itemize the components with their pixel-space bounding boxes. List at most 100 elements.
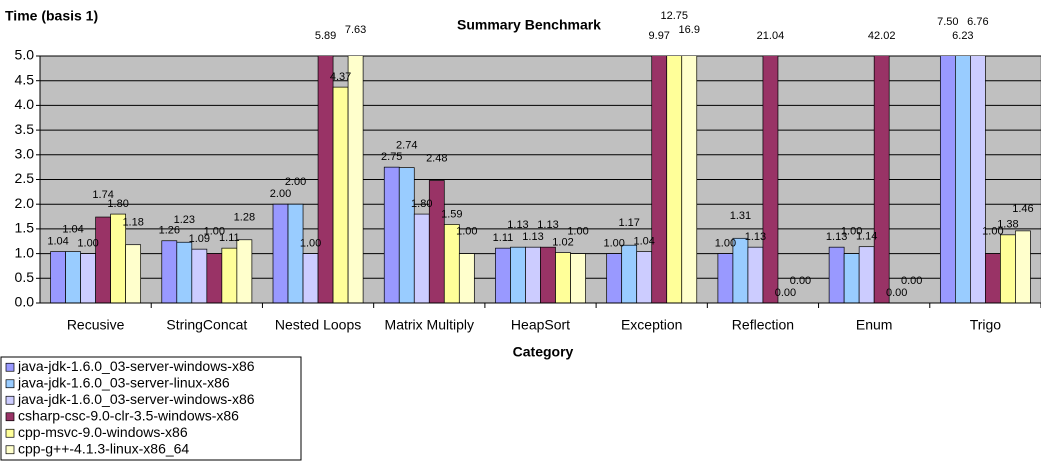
value-label: 1.74 — [92, 189, 113, 201]
value-label: 1.31 — [730, 210, 751, 222]
value-label: 0.00 — [886, 287, 907, 299]
bar — [398, 167, 415, 303]
value-label: 1.26 — [159, 225, 180, 237]
value-label: 2.00 — [270, 188, 291, 200]
legend-swatch — [5, 395, 15, 405]
bar — [873, 56, 890, 303]
y-tick-label: 2.5 — [15, 170, 35, 186]
x-tick-label: Reflection — [732, 317, 794, 333]
y-axis-title: Time (basis 1) — [5, 8, 98, 24]
legend-label: java-jdk-1.6.0_03-server-linux-x86 — [17, 374, 230, 390]
bar — [332, 86, 349, 303]
legend-label: cpp-g++-4.1.3-linux-x86_64 — [18, 440, 189, 456]
bar — [828, 246, 845, 303]
value-label: 4.37 — [330, 71, 351, 83]
bar — [570, 253, 586, 303]
value-label: 1.09 — [189, 233, 210, 245]
value-label: 1.11 — [493, 232, 514, 244]
bar — [272, 203, 289, 303]
legend-swatch — [5, 412, 15, 422]
x-tick-label: Nested Loops — [275, 317, 361, 333]
value-label: 2.75 — [381, 151, 402, 163]
legend-swatch — [5, 428, 15, 438]
y-tick-label: 0.0 — [15, 294, 35, 310]
legend-swatch — [5, 379, 15, 389]
value-label: 5.89 — [315, 30, 336, 42]
value-label: 2.74 — [396, 140, 417, 152]
x-tick-label: Trigo — [970, 317, 1002, 333]
value-label: 1.02 — [552, 237, 573, 249]
bar — [236, 239, 253, 303]
value-label: 1.04 — [634, 236, 655, 248]
value-label: 1.13 — [522, 231, 543, 243]
bar — [1015, 230, 1031, 303]
value-label: 1.38 — [997, 219, 1018, 231]
bar — [495, 247, 511, 303]
value-label: 1.13 — [507, 219, 528, 231]
value-label: 1.04 — [62, 224, 83, 236]
value-label: 1.00 — [841, 226, 862, 238]
legend-label: java-jdk-1.6.0_03-server-windows-x86 — [17, 358, 255, 374]
legend-box — [0, 356, 302, 461]
value-label: 1.80 — [411, 198, 432, 210]
x-tick-label: Recusive — [67, 317, 125, 333]
value-label: 0.00 — [790, 275, 811, 287]
bar — [636, 251, 653, 303]
value-label: 1.13 — [537, 219, 558, 231]
bar — [413, 213, 430, 303]
bar — [666, 56, 683, 303]
bar — [302, 253, 319, 303]
bar — [651, 56, 668, 303]
value-label: 42.02 — [868, 30, 896, 42]
bar — [510, 246, 526, 303]
value-label: 0.00 — [901, 275, 922, 287]
bar — [50, 251, 66, 303]
value-label: 9.97 — [649, 30, 670, 42]
value-label: 1.23 — [174, 214, 195, 226]
legend-label: csharp-csc-9.0-clr-3.5-windows-x86 — [18, 407, 239, 423]
value-label: 12.75 — [660, 10, 688, 22]
bar — [747, 246, 764, 303]
bar — [717, 253, 734, 303]
y-tick-label: 1.0 — [15, 244, 35, 260]
value-label: 1.17 — [618, 217, 639, 229]
bar — [606, 253, 623, 303]
value-label: 1.14 — [856, 231, 877, 243]
bar — [762, 56, 779, 303]
y-tick-label: 2.0 — [15, 195, 35, 211]
value-label: 7.63 — [345, 24, 366, 36]
bar — [383, 166, 400, 303]
value-label: 1.13 — [826, 231, 847, 243]
bar — [125, 244, 142, 303]
bar — [540, 246, 556, 303]
value-label: 1.00 — [300, 238, 321, 250]
value-label: 16.9 — [679, 24, 700, 36]
bar — [191, 248, 208, 303]
value-label: 2.00 — [285, 176, 306, 188]
value-label: 1.00 — [982, 226, 1003, 238]
x-tick-label: Enum — [856, 317, 893, 333]
value-label: 1.00 — [204, 226, 225, 238]
value-label: 1.00 — [715, 238, 736, 250]
value-label: 1.28 — [234, 212, 255, 224]
bar — [939, 56, 956, 303]
value-label: 7.50 — [937, 16, 958, 28]
value-label: 2.48 — [426, 152, 447, 164]
value-label: 1.00 — [77, 238, 98, 250]
legend-swatch — [5, 362, 15, 372]
bar — [347, 56, 364, 303]
y-tick-label: 4.0 — [15, 96, 35, 112]
bars — [50, 56, 1031, 303]
x-axis-title: Category — [513, 344, 574, 360]
bar — [555, 252, 571, 303]
bar — [287, 203, 304, 303]
bar — [843, 253, 860, 303]
bar — [80, 253, 96, 303]
y-tick-label: 3.0 — [15, 146, 35, 162]
y-tick-label: 3.5 — [15, 121, 35, 137]
value-label: 1.80 — [107, 198, 128, 210]
bar — [206, 253, 223, 303]
value-label: 1.00 — [567, 226, 588, 238]
